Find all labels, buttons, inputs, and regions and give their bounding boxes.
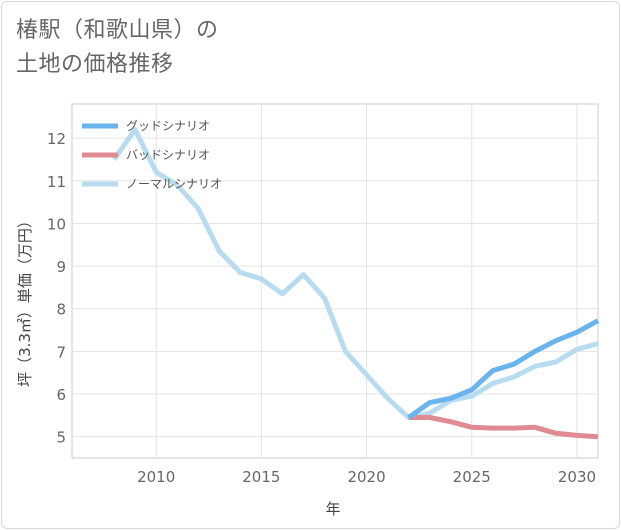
chart-title: 椿駅（和歌山県）の 土地の価格推移 (16, 14, 219, 82)
y-tick-label: 7 (56, 343, 66, 361)
y-tick-label: 12 (47, 130, 66, 148)
series-line-2 (408, 415, 599, 440)
x-tick-labels: 2010 2015 2020 2025 2030 (137, 468, 596, 486)
y-tick-label: 10 (47, 215, 66, 233)
x-axis-label: 年 (325, 500, 340, 518)
x-tick-label: 2025 (453, 468, 491, 486)
x-tick-label: 2015 (242, 468, 280, 486)
series-line-3 (112, 127, 599, 420)
y-tick-label: 11 (47, 173, 66, 191)
x-tick-label: 2030 (558, 468, 596, 486)
y-tick-label: 9 (56, 258, 66, 276)
y-axis-label: 坪（3.3㎡）単価（万円） (16, 213, 34, 387)
series-lines (112, 127, 600, 440)
y-tick-label: 6 (56, 386, 66, 404)
plot-area (71, 103, 599, 459)
y-tick-label: 8 (56, 301, 66, 319)
x-tick-label: 2010 (137, 468, 175, 486)
legend-label: グッドシナリオ (126, 119, 210, 133)
series-line-1 (407, 318, 600, 420)
y-tick-label: 5 (56, 429, 66, 447)
grid-lines (72, 104, 598, 458)
legend-label: ノーマルシナリオ (126, 177, 222, 191)
y-tick-labels: 5 6 7 8 9 10 11 12 (47, 130, 66, 447)
legend-label: バッドシナリオ (126, 148, 210, 162)
x-tick-label: 2020 (347, 468, 385, 486)
chart-title-line2: 土地の価格推移 (16, 52, 174, 77)
chart-title-line1: 椿駅（和歌山県）の (16, 18, 219, 43)
